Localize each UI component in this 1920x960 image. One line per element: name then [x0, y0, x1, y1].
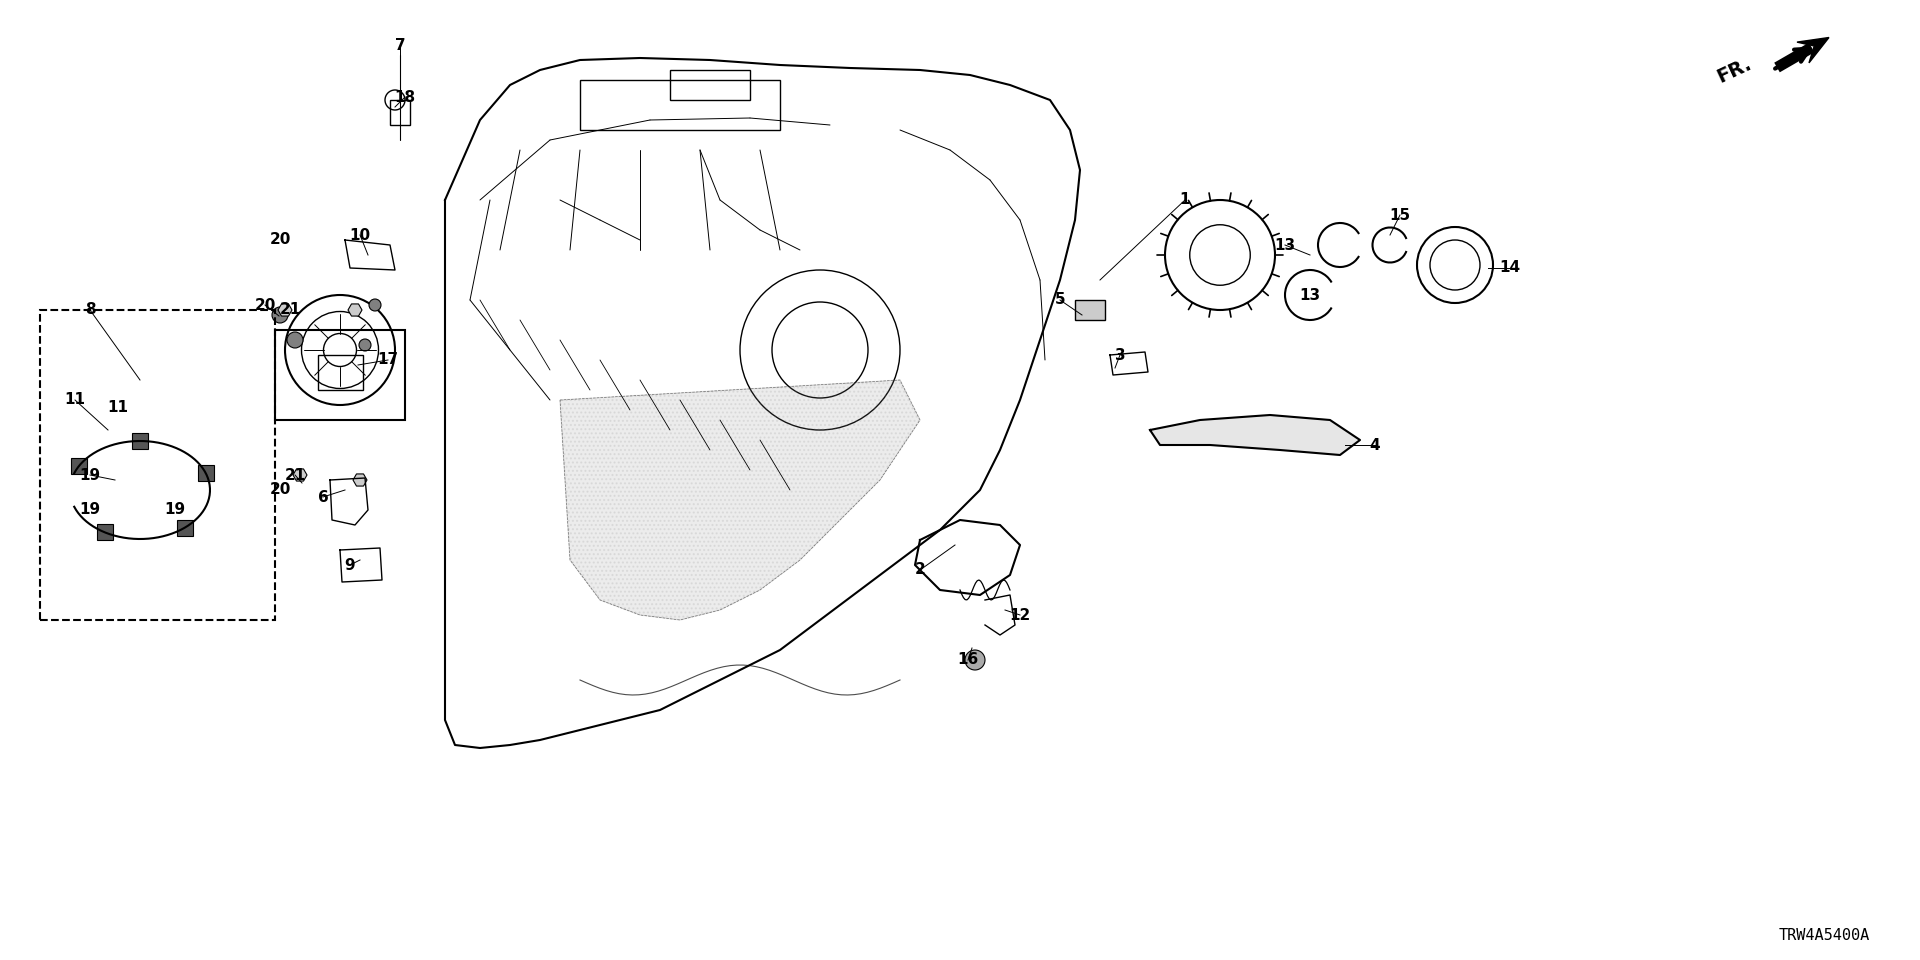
Text: 13: 13	[1300, 287, 1321, 302]
Polygon shape	[353, 474, 367, 486]
Polygon shape	[348, 304, 363, 316]
Text: 10: 10	[349, 228, 371, 243]
Circle shape	[273, 307, 288, 323]
Circle shape	[369, 299, 380, 311]
Bar	[275, 330, 405, 420]
Text: 19: 19	[165, 502, 186, 517]
Bar	[319, 355, 363, 390]
Text: 14: 14	[1500, 260, 1521, 276]
Text: 17: 17	[378, 352, 399, 368]
Text: 18: 18	[394, 89, 415, 105]
Text: 15: 15	[1390, 207, 1411, 223]
Polygon shape	[294, 468, 307, 481]
Text: FR.: FR.	[1715, 54, 1755, 86]
Text: 11: 11	[65, 393, 86, 407]
Text: 4: 4	[1369, 438, 1380, 452]
Bar	[40, 310, 275, 620]
Bar	[198, 466, 213, 481]
Text: 21: 21	[280, 302, 301, 318]
Text: 16: 16	[958, 653, 979, 667]
Circle shape	[966, 650, 985, 670]
Circle shape	[286, 332, 303, 348]
Bar	[177, 519, 194, 536]
Text: 9: 9	[346, 558, 355, 572]
Text: 19: 19	[79, 502, 100, 517]
Bar	[98, 524, 113, 540]
Text: 13: 13	[1275, 237, 1296, 252]
Text: 20: 20	[269, 232, 290, 248]
Polygon shape	[1797, 37, 1830, 63]
Text: 19: 19	[79, 468, 100, 483]
Circle shape	[359, 339, 371, 351]
Text: 20: 20	[253, 298, 276, 313]
Polygon shape	[561, 380, 920, 620]
Text: 8: 8	[84, 302, 96, 318]
Bar	[71, 458, 88, 473]
Bar	[1075, 300, 1106, 320]
Text: 1: 1	[1179, 193, 1190, 207]
Bar	[670, 70, 751, 100]
Text: 12: 12	[1010, 608, 1031, 622]
Text: 6: 6	[317, 490, 328, 505]
Polygon shape	[1150, 415, 1359, 455]
Text: 21: 21	[284, 468, 305, 483]
Bar	[390, 100, 411, 125]
Text: 5: 5	[1054, 293, 1066, 307]
Bar	[580, 80, 780, 130]
Text: 3: 3	[1116, 348, 1125, 363]
Text: 11: 11	[108, 400, 129, 416]
Text: 7: 7	[396, 37, 405, 53]
Text: 2: 2	[914, 563, 925, 578]
Polygon shape	[278, 304, 292, 316]
Text: 20: 20	[269, 483, 290, 497]
Bar	[132, 433, 148, 449]
Text: TRW4A5400A: TRW4A5400A	[1778, 927, 1870, 943]
